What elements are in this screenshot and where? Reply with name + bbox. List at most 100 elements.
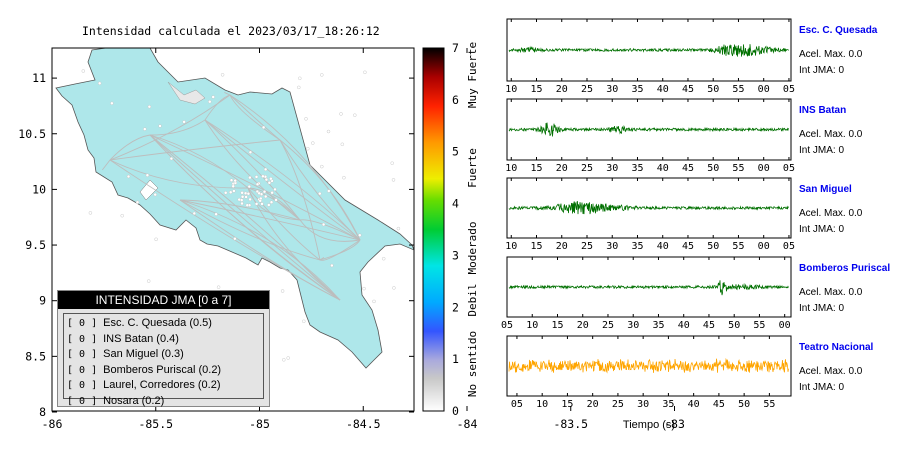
lat-tick-label: 9	[39, 294, 46, 308]
road	[109, 134, 151, 161]
legend-item-label: Laurel, Corredores (0.2)	[103, 379, 221, 391]
legend-item: [ 0 ] Bomberos Puriscal (0.2)	[67, 363, 263, 379]
town-dot	[229, 178, 234, 182]
waveform-tick-label: 00	[758, 84, 770, 95]
lat-tick-label: 9.5	[25, 238, 46, 252]
waveform-tick-label: 30	[637, 399, 649, 410]
colorbar-category: Debil	[466, 283, 479, 316]
station-intensity: Int JMA: 0	[799, 303, 844, 314]
waveform-tick-label: 00	[758, 163, 770, 174]
waveform-tick-label: 20	[556, 163, 568, 174]
town-dot	[233, 236, 237, 241]
legend-item: [ 0 ] San Miguel (0.3)	[67, 347, 263, 363]
waveform-tick-label: 35	[662, 399, 674, 410]
town-dot	[340, 142, 344, 147]
town-dot	[143, 127, 147, 131]
town-dot	[330, 263, 334, 268]
legend-item-intensity: [ 0 ]	[67, 349, 98, 360]
town-dot	[182, 120, 186, 124]
colorbar-value: 2	[452, 300, 459, 314]
town-dot	[145, 173, 150, 177]
town-dot	[390, 161, 394, 165]
waveform-tick-label: 25	[602, 320, 614, 331]
waveform-tick-label: 45	[682, 241, 694, 252]
waveform-tick-label: 05	[783, 241, 795, 252]
waveform-tick-label: 10	[505, 84, 517, 95]
colorbar-value: 0	[452, 404, 459, 418]
road	[109, 159, 249, 189]
station-intensity: Int JMA: 0	[799, 65, 844, 76]
road	[102, 159, 111, 171]
legend-item-label: San Miguel (0.3)	[103, 348, 184, 360]
road	[179, 199, 341, 301]
station-intensity: Int JMA: 0	[799, 145, 844, 156]
waveform-tick-label: 55	[732, 241, 744, 252]
town-dot	[97, 81, 102, 86]
town-dot	[88, 211, 93, 215]
town-dot	[326, 129, 331, 134]
town-dot	[339, 112, 343, 116]
waveform-tick-label: 35	[652, 320, 664, 331]
waveform-tick-label: 25	[581, 241, 593, 252]
lon-tick-label: -86	[42, 417, 63, 431]
road	[247, 187, 301, 221]
waveform-tick-label: 20	[577, 320, 589, 331]
town-dot	[214, 212, 218, 216]
station-name: INS Batan	[799, 105, 846, 116]
town-dot	[270, 190, 274, 195]
lon-tick-label: -84	[457, 417, 478, 431]
lon-tick-label: -83	[664, 417, 685, 431]
town-dot	[363, 70, 367, 75]
waveform-tick-label: 35	[631, 241, 643, 252]
lon-tick-label: -84.5	[346, 417, 381, 431]
waveform-tick-label: 10	[536, 399, 548, 410]
town-dot	[231, 184, 235, 189]
road	[109, 94, 231, 161]
town-dot	[257, 191, 261, 196]
waveform-tick-label: 45	[682, 163, 694, 174]
town-dot	[264, 177, 269, 182]
town-dot	[320, 164, 324, 169]
town-dot	[120, 213, 124, 218]
waveform-trace	[508, 357, 789, 374]
town-dot	[304, 117, 308, 121]
station-intensity: Int JMA: 0	[799, 224, 844, 235]
town-dot	[154, 237, 158, 242]
town-dot	[232, 189, 236, 193]
town-dot	[110, 101, 114, 106]
waveform-tick-label: 45	[713, 399, 725, 410]
waveform-tick-label: 40	[678, 320, 690, 331]
waveform-tick-label: 20	[587, 399, 599, 410]
road	[299, 219, 361, 242]
waveform-tick-label: 55	[763, 399, 775, 410]
waveform-tick-label: 10	[526, 320, 538, 331]
town-dot	[220, 73, 225, 77]
colorbar	[422, 47, 445, 412]
town-dot	[362, 286, 366, 291]
lon-tick-label: -83.5	[553, 417, 588, 431]
gulf-nicoya	[139, 179, 159, 201]
town-dot	[223, 191, 228, 195]
road	[204, 119, 301, 221]
waveform-tick-label: 15	[530, 163, 542, 174]
waveform-tick-label: 15	[551, 320, 563, 331]
colorbar-value: 7	[452, 41, 459, 55]
waveform-trace	[508, 280, 789, 296]
town-dot	[126, 174, 131, 179]
waveform-tick-label: 50	[707, 84, 719, 95]
waveform-tick-label: 00	[779, 320, 791, 331]
road	[247, 187, 321, 261]
town-dot	[158, 124, 162, 128]
waveform-tick-label: 30	[606, 163, 618, 174]
road	[149, 134, 249, 189]
town-dot	[342, 175, 346, 180]
lon-tick-label: -85	[249, 417, 270, 431]
town-dot	[81, 69, 86, 73]
waveform-xlabel: Tiempo (s)	[623, 419, 675, 431]
town-dot	[302, 319, 306, 323]
legend-item-label: Esc. C. Quesada (0.5)	[103, 317, 212, 329]
town-dot	[258, 199, 262, 203]
legend-item: [ 0 ] Laurel, Corredores (0.2)	[67, 378, 263, 394]
town-dot	[306, 146, 310, 151]
